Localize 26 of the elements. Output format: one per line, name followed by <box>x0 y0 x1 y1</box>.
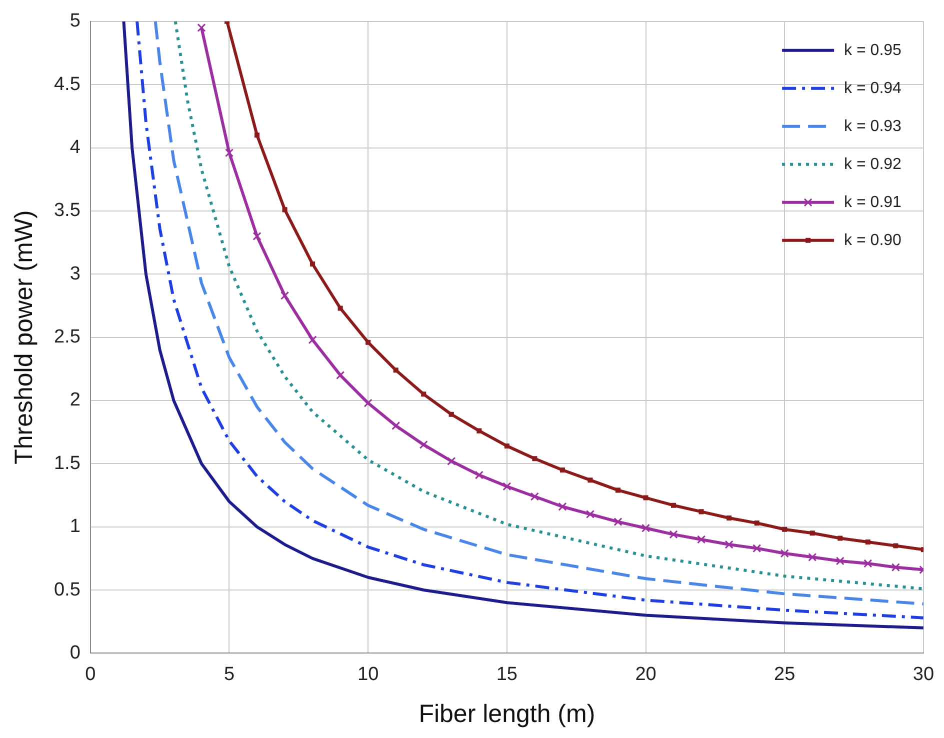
y-tick-label: 4 <box>70 136 81 158</box>
x-axis-title: Fiber length (m) <box>418 700 596 728</box>
x-tick-label: 15 <box>496 664 518 685</box>
x-tick-label: 0 <box>85 664 96 685</box>
y-tick-label: 3 <box>70 263 80 284</box>
y-tick-label: 0.5 <box>54 579 80 600</box>
legend-label: k = 0.95 <box>844 42 902 59</box>
y-tick-label: 2.5 <box>54 326 80 348</box>
y-tick-label: 2 <box>70 390 80 411</box>
y-axis-title: Threshold power (mW) <box>10 210 38 464</box>
y-tick-label: 1 <box>70 516 80 538</box>
y-tick-label: 4.5 <box>54 74 80 95</box>
legend-label: k = 0.93 <box>844 118 902 135</box>
x-tick-label: 5 <box>224 664 235 685</box>
legend-label: k = 0.92 <box>844 156 902 173</box>
y-tick-label: 0 <box>70 642 80 664</box>
y-tick-label: 5 <box>70 10 80 32</box>
x-tick-label: 10 <box>358 664 379 685</box>
x-tick-label: 25 <box>774 664 796 685</box>
y-tick-label: 3.5 <box>54 200 80 222</box>
legend-label: k = 0.90 <box>844 232 902 249</box>
y-tick-label: 1.5 <box>54 452 80 474</box>
x-tick-label: 30 <box>912 664 934 685</box>
x-tick-label: 20 <box>635 664 656 685</box>
legend-label: k = 0.91 <box>844 194 902 211</box>
legend-label: k = 0.94 <box>844 80 902 97</box>
